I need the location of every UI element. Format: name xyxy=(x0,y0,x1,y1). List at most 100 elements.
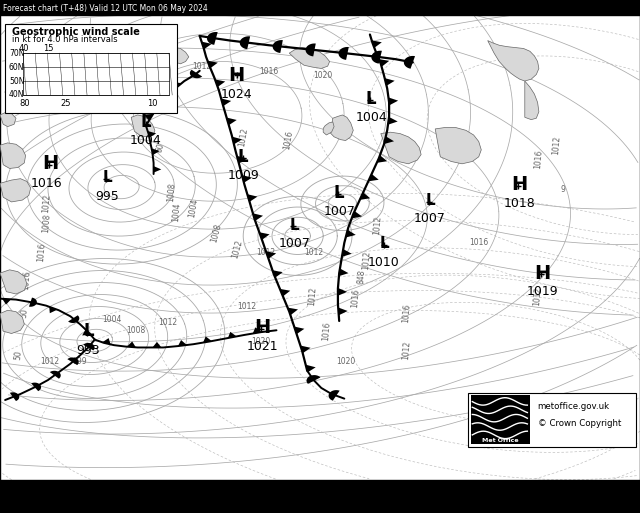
Polygon shape xyxy=(203,337,212,343)
Polygon shape xyxy=(247,194,257,202)
Bar xyxy=(5,24,177,113)
Polygon shape xyxy=(253,213,263,221)
Text: metoffice.gov.uk: metoffice.gov.uk xyxy=(538,403,610,411)
Text: L: L xyxy=(425,192,435,208)
Text: H: H xyxy=(42,154,58,173)
Polygon shape xyxy=(338,288,347,296)
Text: Forecast chart (T+48) Valid 12 UTC Mon 06 May 2024: Forecast chart (T+48) Valid 12 UTC Mon 0… xyxy=(3,4,208,13)
Polygon shape xyxy=(127,342,136,347)
Polygon shape xyxy=(273,270,283,278)
Polygon shape xyxy=(143,114,153,121)
Text: 1016: 1016 xyxy=(259,67,278,76)
Polygon shape xyxy=(2,299,11,305)
Text: 1008: 1008 xyxy=(209,223,223,244)
Polygon shape xyxy=(228,332,237,338)
Polygon shape xyxy=(525,81,539,120)
Polygon shape xyxy=(300,346,310,353)
Polygon shape xyxy=(118,72,168,104)
Polygon shape xyxy=(0,143,26,168)
Text: 1007: 1007 xyxy=(323,205,355,218)
Text: Met Office: Met Office xyxy=(482,439,519,443)
Text: L: L xyxy=(334,184,344,202)
Text: 1012: 1012 xyxy=(552,135,562,155)
Text: L: L xyxy=(141,113,151,131)
Text: 1010: 1010 xyxy=(368,256,400,269)
Text: H: H xyxy=(534,264,551,283)
Polygon shape xyxy=(384,136,394,144)
Polygon shape xyxy=(385,78,395,86)
Polygon shape xyxy=(83,343,95,350)
Polygon shape xyxy=(221,98,231,106)
Text: 9: 9 xyxy=(561,185,566,194)
Text: 1016: 1016 xyxy=(534,149,544,169)
Text: 10: 10 xyxy=(147,99,157,108)
Text: 1007: 1007 xyxy=(278,238,310,250)
Bar xyxy=(468,393,636,446)
Text: in kt for 4.0 hPa intervals: in kt for 4.0 hPa intervals xyxy=(12,35,117,44)
Text: L: L xyxy=(238,148,248,166)
Polygon shape xyxy=(0,270,27,294)
Text: 993: 993 xyxy=(77,344,100,357)
Polygon shape xyxy=(68,315,79,323)
Text: 1016: 1016 xyxy=(469,239,488,247)
Text: L: L xyxy=(102,170,113,185)
Polygon shape xyxy=(273,40,283,53)
Polygon shape xyxy=(102,338,111,344)
Polygon shape xyxy=(307,375,321,384)
Polygon shape xyxy=(259,232,269,240)
Text: 1016: 1016 xyxy=(22,270,32,290)
Polygon shape xyxy=(152,342,161,347)
Text: L: L xyxy=(379,236,389,251)
Polygon shape xyxy=(351,211,362,219)
Text: 1012: 1012 xyxy=(158,319,177,327)
Text: 1012: 1012 xyxy=(237,127,250,147)
Polygon shape xyxy=(306,365,316,372)
Polygon shape xyxy=(305,44,316,56)
Text: 1020: 1020 xyxy=(252,337,271,346)
Polygon shape xyxy=(152,149,160,155)
Text: © Crown Copyright: © Crown Copyright xyxy=(538,419,621,428)
Polygon shape xyxy=(377,155,387,163)
Polygon shape xyxy=(237,156,247,164)
Text: 1016: 1016 xyxy=(36,242,47,262)
Text: 1016: 1016 xyxy=(350,288,360,308)
Polygon shape xyxy=(202,42,212,49)
Text: 1012: 1012 xyxy=(401,340,412,360)
Polygon shape xyxy=(338,307,348,315)
Text: 1016: 1016 xyxy=(401,304,412,324)
Polygon shape xyxy=(287,308,298,315)
Bar xyxy=(471,396,530,444)
Text: 1012: 1012 xyxy=(230,239,244,260)
Text: 1012: 1012 xyxy=(41,193,51,213)
Polygon shape xyxy=(148,131,156,137)
Polygon shape xyxy=(280,289,291,297)
Polygon shape xyxy=(131,115,155,137)
Text: 1004: 1004 xyxy=(102,315,122,324)
Polygon shape xyxy=(0,310,24,333)
Polygon shape xyxy=(0,113,16,127)
Text: 1012: 1012 xyxy=(237,302,256,311)
Polygon shape xyxy=(381,132,421,164)
Text: 1012: 1012 xyxy=(192,62,211,71)
Text: 1020: 1020 xyxy=(336,357,355,366)
Polygon shape xyxy=(266,251,276,259)
Text: 1019: 1019 xyxy=(527,285,559,298)
Text: 1020: 1020 xyxy=(314,71,333,80)
Polygon shape xyxy=(207,61,218,68)
Text: L: L xyxy=(366,90,376,108)
Text: 60N: 60N xyxy=(9,63,24,72)
Text: 1012: 1012 xyxy=(256,248,275,256)
Polygon shape xyxy=(323,122,334,135)
Polygon shape xyxy=(253,327,262,333)
Text: 1007: 1007 xyxy=(414,212,446,225)
Text: 1004: 1004 xyxy=(130,134,162,147)
Text: 1012: 1012 xyxy=(532,286,543,306)
Text: 50: 50 xyxy=(13,350,23,361)
Polygon shape xyxy=(388,97,398,105)
Text: 50: 50 xyxy=(19,307,29,318)
Polygon shape xyxy=(240,36,250,49)
Polygon shape xyxy=(232,136,242,144)
Text: 1016: 1016 xyxy=(282,129,294,150)
Polygon shape xyxy=(178,340,187,346)
Text: 1016: 1016 xyxy=(30,177,62,190)
